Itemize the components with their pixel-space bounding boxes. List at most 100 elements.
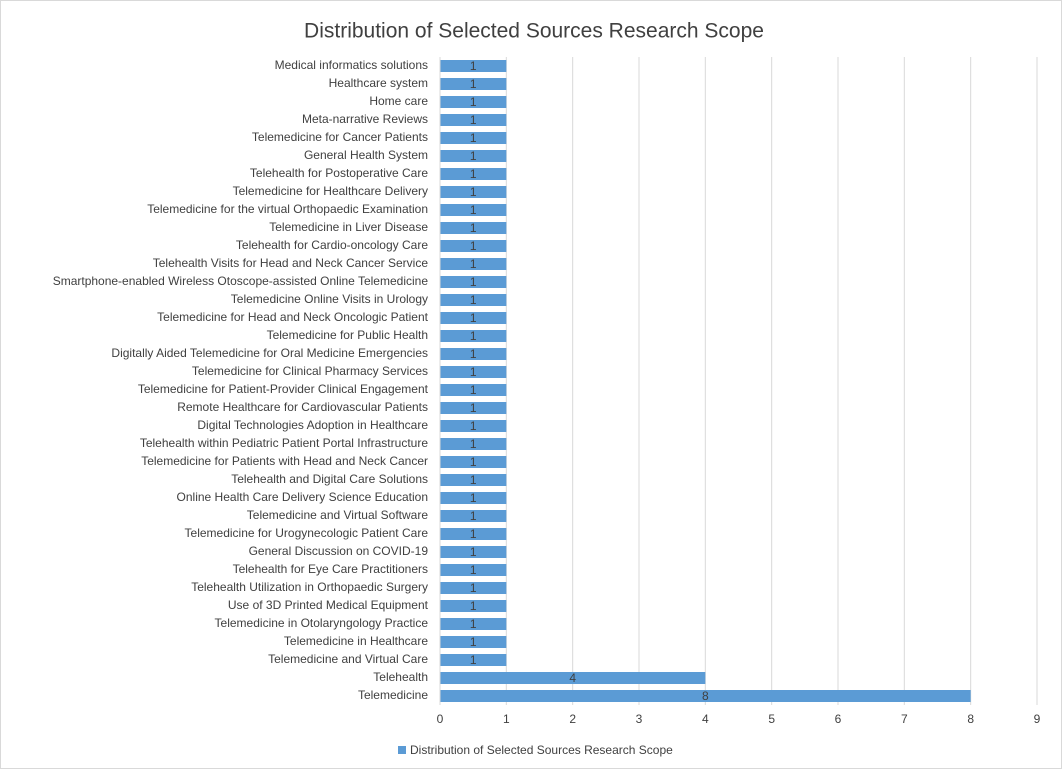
data-label: 1 [470,365,477,379]
y-tick-label: Remote Healthcare for Cardiovascular Pat… [177,400,428,414]
bar [440,456,507,468]
bar [440,294,507,306]
data-label: 1 [470,149,477,163]
bar [440,600,507,612]
y-tick-label: Meta-narrative Reviews [302,112,428,126]
bar [440,132,507,144]
x-tick-label: 1 [503,712,510,726]
bar [440,546,507,558]
legend-swatch [398,746,406,754]
x-tick-label: 2 [569,712,576,726]
y-tick-label: Telehealth for Eye Care Practitioners [233,562,428,576]
bar [440,420,507,432]
data-label: 1 [470,221,477,235]
data-label: 1 [470,545,477,559]
data-label: 1 [470,131,477,145]
bar [440,582,507,594]
y-tick-label: Telehealth and Digital Care Solutions [231,472,428,486]
data-label: 1 [470,167,477,181]
bar [440,258,507,270]
data-label: 1 [470,473,477,487]
y-tick-label: Telemedicine for the virtual Orthopaedic… [147,202,428,216]
y-tick-label: Digitally Aided Telemedicine for Oral Me… [111,346,428,360]
bar [440,618,507,630]
bar [440,222,507,234]
y-tick-label: Telemedicine and Virtual Software [247,508,429,522]
bar [440,402,507,414]
data-label: 1 [470,293,477,307]
data-label: 1 [470,239,477,253]
bar [440,78,507,90]
y-tick-label: Telemedicine for Public Health [267,328,428,342]
y-tick-label: Telemedicine for Urogynecologic Patient … [185,526,429,540]
y-tick-label: Home care [369,94,428,108]
y-tick-label: General Health System [304,148,428,162]
data-label: 1 [470,581,477,595]
bar [440,474,507,486]
y-tick-label: Telemedicine for Healthcare Delivery [233,184,428,198]
bar [440,330,507,342]
x-tick-label: 8 [967,712,974,726]
data-label: 1 [470,311,477,325]
y-tick-label: Online Health Care Delivery Science Educ… [177,490,428,504]
data-label: 1 [470,185,477,199]
bar [440,672,706,684]
data-label: 1 [470,653,477,667]
y-tick-label: Digital Technologies Adoption in Healthc… [197,418,428,432]
x-tick-label: 7 [901,712,908,726]
y-tick-label: Telemedicine for Clinical Pharmacy Servi… [192,364,428,378]
legend-label: Distribution of Selected Sources Researc… [410,743,673,757]
data-label: 1 [470,347,477,361]
bar [440,96,507,108]
bar [440,384,507,396]
bar [440,168,507,180]
y-tick-label: Telemedicine in Healthcare [284,634,428,648]
y-tick-label: Telemedicine for Patients with Head and … [141,454,428,468]
x-tick-label: 6 [835,712,842,726]
y-tick-label: Use of 3D Printed Medical Equipment [228,598,429,612]
data-label: 1 [470,383,477,397]
x-tick-label: 3 [636,712,643,726]
bar [440,276,507,288]
y-tick-label: Telemedicine for Patient-Provider Clinic… [138,382,429,396]
data-label: 1 [470,617,477,631]
y-tick-label: Telemedicine and Virtual Care [268,652,428,666]
bar [440,636,507,648]
bar [440,150,507,162]
y-tick-label: Telemedicine for Cancer Patients [252,130,428,144]
data-label: 1 [470,113,477,127]
data-label: 1 [470,59,477,73]
y-tick-label: General Discussion on COVID-19 [249,544,429,558]
x-tick-label: 9 [1034,712,1041,726]
data-label: 1 [470,329,477,343]
data-label: 1 [470,77,477,91]
bar [440,366,507,378]
bar [440,690,971,702]
data-label: 1 [470,635,477,649]
data-label: 1 [470,419,477,433]
bar [440,240,507,252]
bar [440,438,507,450]
chart-title: Distribution of Selected Sources Researc… [304,20,764,43]
y-tick-label: Healthcare system [329,76,428,90]
data-label: 1 [470,95,477,109]
y-tick-label: Medical informatics solutions [275,58,428,72]
bar [440,510,507,522]
data-label: 8 [702,689,709,703]
data-label: 1 [470,401,477,415]
bar [440,564,507,576]
x-tick-label: 0 [437,712,444,726]
y-tick-label: Telehealth for Cardio-oncology Care [236,238,428,252]
data-label: 1 [470,527,477,541]
bar [440,492,507,504]
y-tick-label: Telehealth [373,670,428,684]
bar [440,60,507,72]
bar [440,348,507,360]
bar [440,654,507,666]
data-label: 4 [569,671,576,685]
y-tick-label: Telehealth for Postoperative Care [250,166,428,180]
bar [440,114,507,126]
data-label: 1 [470,203,477,217]
